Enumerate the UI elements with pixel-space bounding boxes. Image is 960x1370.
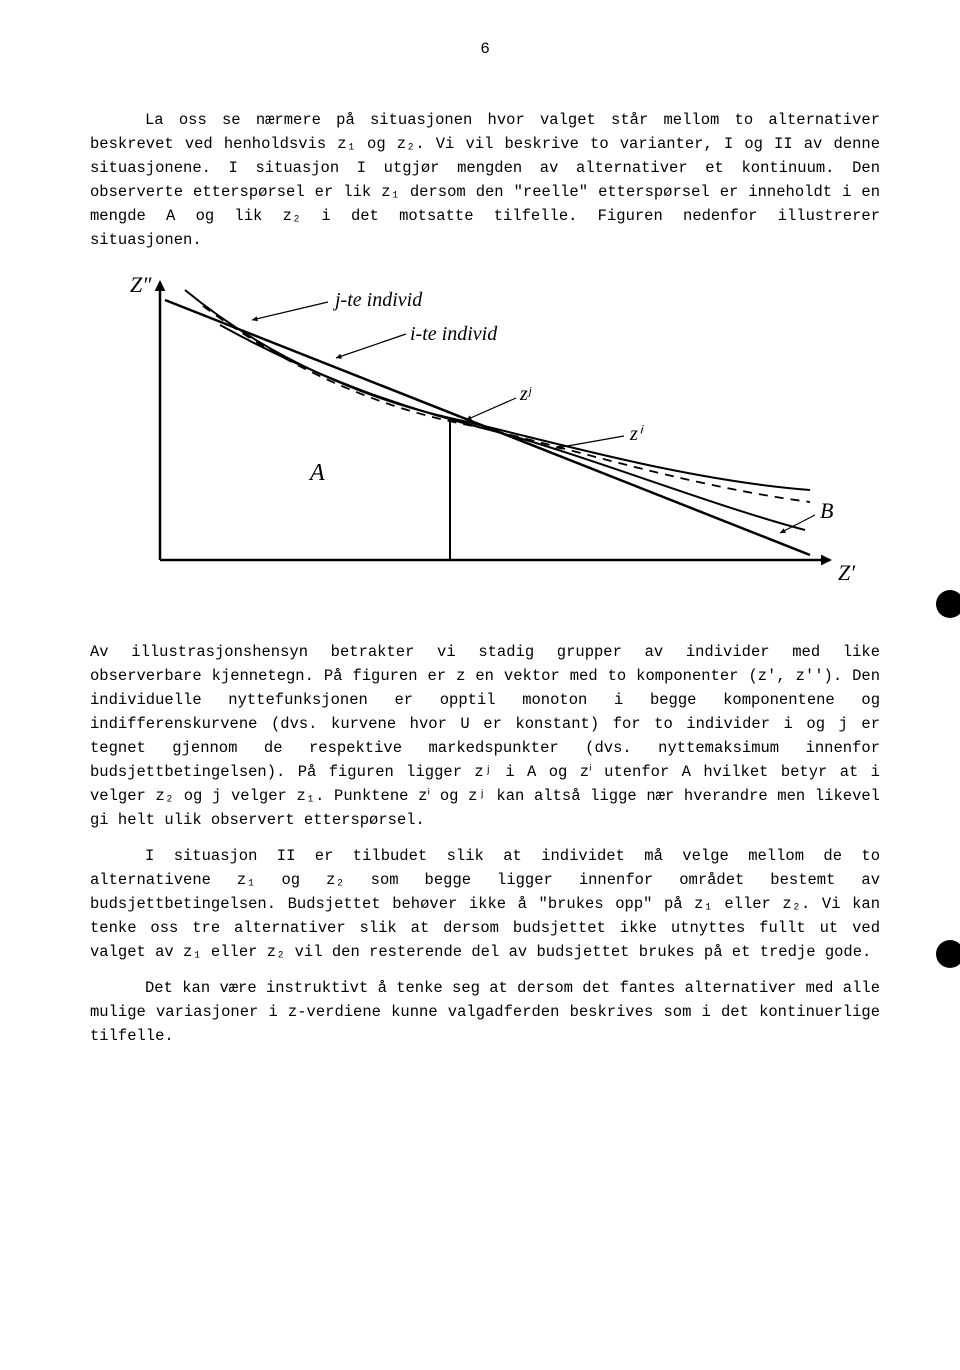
svg-text:zʲ: zʲ	[519, 383, 532, 405]
page: 6 La oss se nærmere på situasjonen hvor …	[0, 0, 960, 1370]
punch-hole-icon	[936, 590, 960, 618]
svg-text:B: B	[820, 498, 833, 523]
paragraph-4: Det kan være instruktivt å tenke seg at …	[90, 976, 880, 1048]
paragraph-2: Av illustrasjonshensyn betrakter vi stad…	[90, 640, 880, 832]
punch-hole-icon	[936, 940, 960, 968]
svg-text:Z″: Z″	[130, 272, 152, 297]
svg-text:i-te individ: i-te individ	[410, 323, 498, 345]
page-number: 6	[90, 40, 880, 58]
svg-text:A: A	[308, 460, 325, 486]
paragraph-3: I situasjon II er tilbudet slik at indiv…	[90, 844, 880, 964]
svg-text:Z′: Z′	[838, 560, 856, 585]
paragraph-1: La oss se nærmere på situasjonen hvor va…	[90, 108, 880, 252]
svg-text:zⁱ: zⁱ	[629, 423, 645, 445]
svg-text:j-te individ: j-te individ	[332, 289, 423, 311]
figure-indifference-curves: Z″ Z′ j-te individ i-te individ zʲ zⁱ A B	[90, 270, 880, 600]
